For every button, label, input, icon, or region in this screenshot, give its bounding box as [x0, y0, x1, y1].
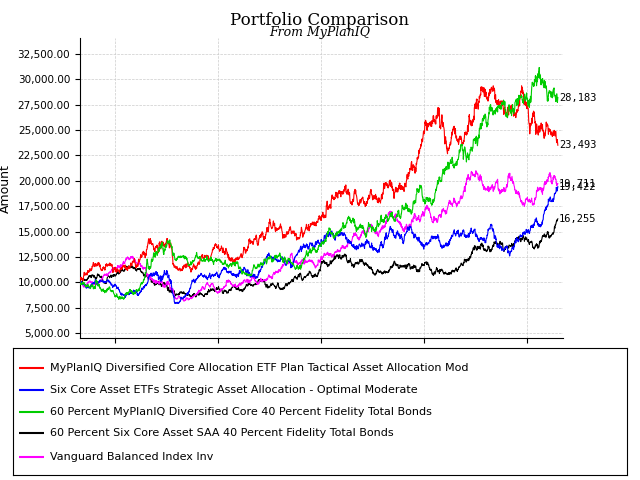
Text: 19,711: 19,711 [559, 179, 596, 189]
Text: MyPlanIQ Diversified Core Allocation ETF Plan Tactical Asset Allocation Mod: MyPlanIQ Diversified Core Allocation ETF… [50, 363, 468, 373]
Text: Vanguard Balanced Index Inv: Vanguard Balanced Index Inv [50, 452, 213, 462]
X-axis label: Date: Date [305, 364, 338, 377]
Text: 23,493: 23,493 [559, 140, 596, 150]
Text: 60 Percent Six Core Asset SAA 40 Percent Fidelity Total Bonds: 60 Percent Six Core Asset SAA 40 Percent… [50, 428, 394, 438]
Text: From MyPlanIQ: From MyPlanIQ [269, 26, 371, 39]
Y-axis label: Amount: Amount [0, 164, 12, 213]
Text: Six Core Asset ETFs Strategic Asset Allocation - Optimal Moderate: Six Core Asset ETFs Strategic Asset Allo… [50, 385, 417, 395]
Text: 28,183: 28,183 [559, 93, 596, 103]
Text: 60 Percent MyPlanIQ Diversified Core 40 Percent Fidelity Total Bonds: 60 Percent MyPlanIQ Diversified Core 40 … [50, 407, 431, 417]
Text: 16,255: 16,255 [559, 214, 596, 224]
Text: 19,422: 19,422 [559, 181, 596, 192]
Text: Portfolio Comparison: Portfolio Comparison [230, 12, 410, 29]
